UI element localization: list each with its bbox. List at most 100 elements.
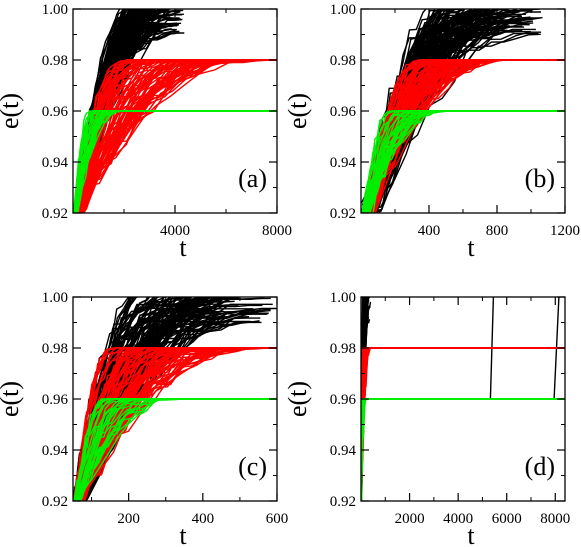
green-trajectory xyxy=(76,110,277,213)
x-axis-label: t xyxy=(179,233,187,262)
green-trajectory xyxy=(361,398,565,501)
chart-panel-c: 0.92 0.94 0.96 0.98 1.00 200 400 600 t e(t) (c) xyxy=(0,290,289,547)
red-trajectory xyxy=(361,347,565,501)
red-trajectory xyxy=(361,347,565,501)
red-trajectory xyxy=(361,347,565,501)
red-trajectory xyxy=(361,347,565,501)
y-tick-label: 0.96 xyxy=(42,104,69,120)
y-tick-label: 0.96 xyxy=(330,104,357,120)
y-tick-label: 0.98 xyxy=(330,53,356,69)
red-trajectory xyxy=(361,347,565,501)
y-tick-label: 1.00 xyxy=(330,2,356,18)
red-trajectory xyxy=(361,347,565,501)
green-trajectory xyxy=(73,110,277,213)
plot-area xyxy=(73,297,277,501)
y-tick-label: 0.94 xyxy=(42,155,69,171)
panel-label: (c) xyxy=(238,452,267,481)
red-trajectory xyxy=(73,347,277,501)
red-trajectory xyxy=(361,347,565,501)
panel-label: (d) xyxy=(525,452,555,481)
x-tick-label: 400 xyxy=(192,511,215,527)
panel-label: (a) xyxy=(238,164,267,193)
red-trajectory xyxy=(361,347,565,501)
red-trajectory xyxy=(361,347,565,501)
red-trajectories xyxy=(73,59,277,213)
y-tick-label: 1.00 xyxy=(42,290,68,306)
y-axis-label: e(t) xyxy=(0,93,24,129)
plot-area xyxy=(73,9,277,213)
y-tick-label: 0.98 xyxy=(42,341,68,357)
red-trajectory xyxy=(361,347,565,501)
green-trajectories xyxy=(361,110,565,213)
red-trajectory xyxy=(361,347,565,501)
red-trajectory xyxy=(361,347,565,501)
y-axis-label: e(t) xyxy=(283,93,312,129)
x-tick-label: 8000 xyxy=(540,511,570,527)
red-trajectories xyxy=(361,347,565,501)
x-tick-label: 6000 xyxy=(492,511,522,527)
y-tick-label: 1.00 xyxy=(330,290,356,306)
x-tick-label: 200 xyxy=(117,511,140,527)
red-trajectory xyxy=(79,347,277,501)
red-trajectory xyxy=(361,347,565,501)
red-trajectory xyxy=(361,347,565,501)
red-trajectory xyxy=(361,347,565,501)
red-trajectory xyxy=(361,347,565,501)
green-trajectory xyxy=(361,398,565,501)
y-tick-label: 0.96 xyxy=(42,392,69,408)
x-axis-label: t xyxy=(179,521,187,547)
x-tick-label: 400 xyxy=(418,223,441,239)
x-axis-label: t xyxy=(467,233,475,262)
red-trajectory xyxy=(361,347,565,501)
red-trajectory xyxy=(361,347,565,501)
red-trajectory xyxy=(361,347,565,501)
red-trajectory xyxy=(74,59,277,213)
x-tick-label: 4000 xyxy=(443,511,473,527)
red-trajectory xyxy=(370,59,565,213)
red-trajectory xyxy=(361,347,565,501)
red-trajectory xyxy=(361,347,565,501)
x-tick-label: 600 xyxy=(266,511,289,527)
y-tick-label: 1.00 xyxy=(42,2,68,18)
plot-area xyxy=(361,9,565,213)
red-trajectory xyxy=(361,347,565,501)
red-trajectory xyxy=(361,347,565,501)
y-tick-label: 0.96 xyxy=(330,392,357,408)
y-tick-label: 0.94 xyxy=(42,443,69,459)
red-trajectory xyxy=(361,347,565,501)
green-trajectory xyxy=(362,110,565,213)
red-trajectory xyxy=(361,347,565,501)
x-tick-label: 8000 xyxy=(262,223,292,239)
red-trajectory xyxy=(74,59,277,213)
y-tick-label: 0.98 xyxy=(330,341,356,357)
red-trajectory xyxy=(361,347,565,501)
green-trajectories xyxy=(73,110,277,213)
y-tick-label: 0.92 xyxy=(42,206,68,222)
red-trajectory xyxy=(361,347,565,501)
chart-panel-b: 0.92 0.94 0.96 0.98 1.00 400 800 1200 t e(t) (b) xyxy=(283,2,580,262)
y-tick-label: 0.94 xyxy=(330,155,357,171)
x-tick-label: 800 xyxy=(486,223,509,239)
x-tick-label: 1200 xyxy=(550,223,580,239)
y-tick-label: 0.92 xyxy=(42,494,68,510)
green-trajectory xyxy=(364,110,565,213)
x-tick-label: 2000 xyxy=(395,511,425,527)
green-trajectory xyxy=(365,110,565,213)
x-tick-label: 4000 xyxy=(160,223,190,239)
green-trajectory xyxy=(361,110,565,213)
red-trajectory xyxy=(74,59,277,213)
green-trajectories xyxy=(73,398,277,501)
y-tick-label: 0.92 xyxy=(330,494,356,510)
red-trajectory xyxy=(361,347,565,501)
y-tick-label: 0.98 xyxy=(42,53,68,69)
y-axis-label: e(t) xyxy=(0,381,24,417)
red-trajectory xyxy=(361,347,565,501)
y-axis-label: e(t) xyxy=(283,381,312,417)
red-trajectory xyxy=(361,347,565,501)
x-axis-label: t xyxy=(467,521,475,547)
red-trajectory xyxy=(361,347,565,501)
red-trajectory xyxy=(361,347,565,501)
chart-panel-a: 0.92 0.94 0.96 0.98 1.00 4000 8000 t e(t) (a) xyxy=(0,2,292,262)
y-tick-label: 0.92 xyxy=(330,206,356,222)
